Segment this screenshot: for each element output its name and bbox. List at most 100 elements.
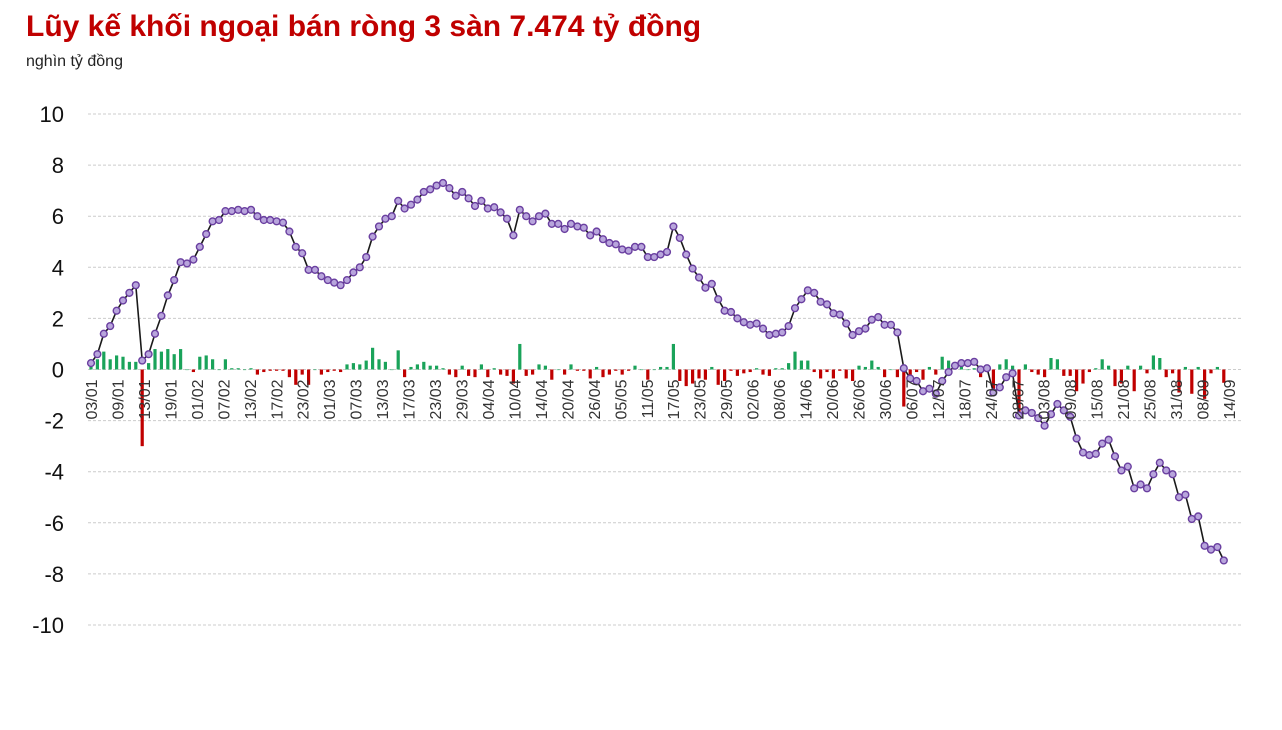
daily-bar <box>415 364 419 370</box>
daily-bar <box>735 369 739 376</box>
cumulative-point <box>362 252 371 262</box>
y-tick-label: -10 <box>32 613 64 638</box>
cumulative-point <box>1091 449 1100 458</box>
daily-bar <box>492 368 496 370</box>
daily-bar <box>345 364 349 370</box>
cumulative-point <box>1162 466 1171 475</box>
cumulative-point <box>778 328 787 337</box>
x-tick-label: 15/08 <box>1090 379 1107 419</box>
cumulative-point <box>560 224 569 234</box>
daily-bar <box>287 369 291 378</box>
daily-bar <box>1030 369 1034 373</box>
daily-bar <box>921 369 925 380</box>
chart-title: Lũy kế khối ngoại bán ròng 3 sàn 7.474 t… <box>26 10 702 43</box>
cumulative-point <box>355 263 364 272</box>
x-tick-label: 17/03 <box>402 379 419 419</box>
daily-bar <box>313 369 317 371</box>
daily-bar <box>825 369 829 373</box>
daily-bar <box>729 369 733 371</box>
cumulative-point <box>1085 450 1094 460</box>
daily-bar <box>435 365 439 370</box>
daily-bar <box>486 369 490 378</box>
cumulative-point <box>93 350 102 359</box>
daily-bar <box>569 364 573 370</box>
x-tick-label: 04/04 <box>481 379 498 419</box>
cumulative-point <box>202 229 211 239</box>
cumulative-point <box>829 309 838 318</box>
cumulative-point <box>310 265 320 274</box>
daily-bar <box>1043 369 1047 378</box>
cumulative-point <box>509 231 518 240</box>
daily-bar <box>620 369 624 375</box>
cumulative-point <box>483 204 492 213</box>
daily-bar <box>1081 369 1085 384</box>
cumulative-point <box>605 238 614 248</box>
daily-bar <box>262 369 266 373</box>
daily-bar <box>659 366 663 370</box>
daily-bar <box>1100 359 1104 370</box>
cumulative-point <box>982 364 992 373</box>
cumulative-point <box>573 222 582 231</box>
daily-bar <box>1094 368 1098 370</box>
daily-bar <box>531 369 535 375</box>
daily-bar <box>1177 369 1181 393</box>
daily-bar <box>134 361 138 370</box>
daily-bar <box>95 359 99 370</box>
cumulative-point <box>99 329 108 338</box>
daily-bar <box>787 363 791 370</box>
cumulative-point <box>893 328 902 337</box>
daily-bar <box>883 369 887 378</box>
y-tick-label: -8 <box>44 562 64 587</box>
x-tick-label: 01/02 <box>190 379 207 419</box>
daily-bar <box>806 360 810 370</box>
cumulative-point <box>682 250 691 259</box>
daily-bar <box>1119 369 1123 384</box>
cumulative-point <box>771 329 780 338</box>
daily-bar <box>179 349 183 370</box>
cumulative-point <box>842 319 851 328</box>
cumulative-point <box>400 204 409 213</box>
daily-bar <box>102 351 106 370</box>
daily-bar <box>1004 359 1008 370</box>
y-tick-label: 0 <box>52 358 64 383</box>
cumulative-point <box>758 324 768 333</box>
x-tick-label: 29/03 <box>455 379 472 419</box>
daily-bar <box>1164 369 1168 378</box>
x-tick-label: 20/04 <box>560 379 577 419</box>
cumulative-point <box>451 191 460 200</box>
cumulative-point <box>707 279 716 289</box>
daily-bar <box>1215 366 1219 370</box>
x-tick-label: 25/08 <box>1143 379 1160 419</box>
cumulative-point <box>1046 410 1056 419</box>
daily-bar <box>153 349 157 370</box>
cumulative-point <box>477 196 486 205</box>
x-tick-label: 28/07 <box>1010 379 1027 419</box>
daily-bar <box>614 369 618 371</box>
cumulative-point <box>746 320 755 329</box>
cumulative-point <box>790 304 800 313</box>
daily-bar <box>748 369 752 373</box>
cumulative-point <box>726 307 736 317</box>
x-tick-label: 12/07 <box>931 379 948 419</box>
x-tick-label: 19/01 <box>163 379 180 419</box>
cumulative-point <box>938 376 947 386</box>
daily-bar <box>460 365 464 370</box>
daily-bar <box>627 369 631 371</box>
x-tick-label: 10/04 <box>507 379 524 419</box>
cumulative-point <box>618 245 627 254</box>
daily-bar <box>556 369 560 371</box>
y-axis-ticks: 10 8 6 4 2 0 -2 -4 -6 -8 -10 <box>32 102 64 638</box>
daily-bar <box>1145 369 1149 374</box>
cumulative-point <box>86 359 96 368</box>
x-tick-label: 03/01 <box>84 379 101 419</box>
cumulative-point <box>810 288 819 297</box>
cumulative-point <box>1181 490 1190 499</box>
x-tick-label: 13/02 <box>243 379 260 419</box>
daily-bar <box>422 361 426 370</box>
daily-bar <box>607 369 611 375</box>
daily-bar <box>211 359 215 370</box>
daily-bar <box>774 368 778 370</box>
daily-bar <box>889 369 893 371</box>
daily-bar <box>351 363 355 370</box>
cumulative-point <box>502 214 512 223</box>
